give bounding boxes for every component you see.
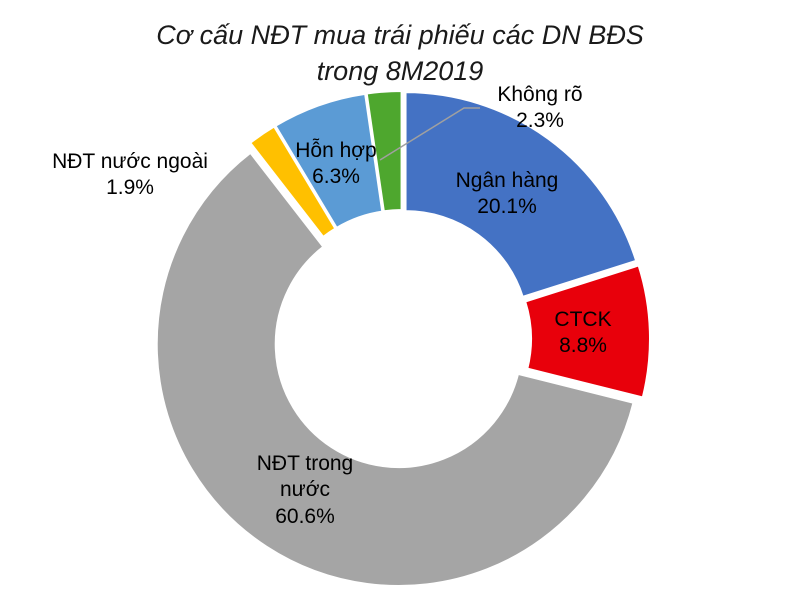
label-khong-ro-name: Không rõ — [497, 83, 582, 106]
leader-lines — [379, 107, 480, 161]
donut-slices — [155, 90, 651, 588]
label-hon-hop-value: 6.3% — [312, 165, 360, 188]
chart-title-line-1: Cơ cấu NĐT mua trái phiếu các DN BĐS — [156, 20, 643, 50]
label-ngan-hang-value: 20.1% — [477, 195, 537, 218]
label-ndt-nuoc-ngoai-value: 1.9% — [106, 176, 154, 199]
label-ndt-trong-nuoc-name: NĐT trong — [257, 452, 353, 475]
slice-ndt-nuoc-ngoai — [248, 125, 337, 239]
slice-hon-hop — [274, 92, 384, 230]
label-ctck-value: 8.8% — [559, 334, 607, 357]
label-hon-hop-name: Hỗn hợp — [295, 139, 377, 162]
slice-ndt-trong-nuoc — [155, 151, 635, 588]
label-ndt-nuoc-ngoai-name: NĐT nước ngoài — [52, 150, 208, 173]
chart-title-line-2: trong 8M2019 — [317, 56, 484, 86]
label-ngan-hang-name: Ngân hàng — [456, 169, 559, 192]
label-ndt-trong-nuoc-name: nước — [280, 478, 330, 501]
slice-labels: Ngân hàng 20.1% CTCK 8.8% NĐT trong nước 60.6%… — [52, 83, 612, 528]
label-khong-ro-value: 2.3% — [516, 109, 564, 132]
slice-ctck — [523, 264, 651, 399]
slice-ngan-hang — [404, 91, 638, 299]
slice-khong-ro — [365, 90, 403, 213]
label-ndt-trong-nuoc-value: 60.6% — [275, 505, 335, 528]
leader-line-khong-ro — [379, 107, 480, 161]
label-ctck-name: CTCK — [554, 308, 611, 331]
